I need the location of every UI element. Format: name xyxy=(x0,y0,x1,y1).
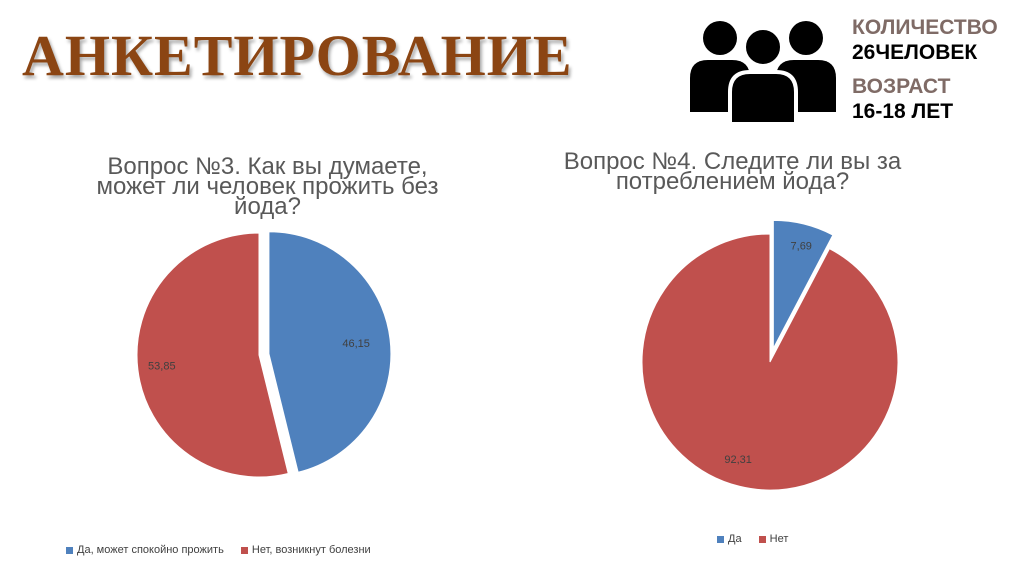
data-label: 92,31 xyxy=(724,454,752,466)
chart4-title-line: Вопрос №4. Следите ли вы за xyxy=(563,148,902,175)
legend-swatch xyxy=(240,546,248,554)
count-value: 26ЧЕЛОВЕК xyxy=(852,41,978,64)
chart3-title-line: Вопрос №3. Как вы думаете, xyxy=(107,153,428,180)
respondents-info: КОЛИЧЕСТВО 26ЧЕЛОВЕК ВОЗРАСТ 16-18 ЛЕТ xyxy=(852,16,1022,124)
chart3-legend: Да, может спокойно прожить Нет, возникну… xyxy=(66,544,385,557)
pie-slice xyxy=(772,219,834,349)
chart4-title: Вопрос №4. Следите ли вы за потреблением… xyxy=(500,148,965,195)
pie-slice xyxy=(268,231,392,473)
legend-label: Да, может спокойно прожить xyxy=(77,544,224,556)
legend-item: Нет xyxy=(758,533,789,545)
legend-label: Нет xyxy=(769,533,789,545)
chart4-legend: Да Нет xyxy=(717,533,802,546)
page-title: АНКЕТИРОВАНИЕ xyxy=(22,23,573,88)
chart4-title-line: потреблением йода? xyxy=(615,168,850,195)
legend-swatch xyxy=(717,535,724,543)
data-label: 53,85 xyxy=(148,361,176,373)
legend-swatch xyxy=(66,546,73,554)
legend-item: Нет, возникнут болезни xyxy=(240,544,371,556)
data-label: 7,69 xyxy=(791,240,812,252)
age-label: ВОЗРАСТ xyxy=(852,75,951,98)
pie-slice xyxy=(136,232,289,478)
age-value: 16-18 ЛЕТ xyxy=(852,100,954,123)
count-label: КОЛИЧЕСТВО xyxy=(852,16,998,39)
chart3-title-line: может ли человек прожить без xyxy=(96,173,439,200)
pie-slice xyxy=(641,233,899,491)
legend-item: Да, может спокойно прожить xyxy=(66,544,224,556)
chart3-title: Вопрос №3. Как вы думаете, может ли чело… xyxy=(40,153,495,220)
legend-item: Да xyxy=(717,533,742,545)
legend-label: Да xyxy=(728,533,742,545)
legend-label: Нет, возникнут болезни xyxy=(251,544,371,556)
legend-swatch xyxy=(758,535,766,543)
people-group-icon xyxy=(690,21,836,124)
data-label: 46,15 xyxy=(342,338,370,350)
chart3-title-line: йода? xyxy=(234,193,301,220)
